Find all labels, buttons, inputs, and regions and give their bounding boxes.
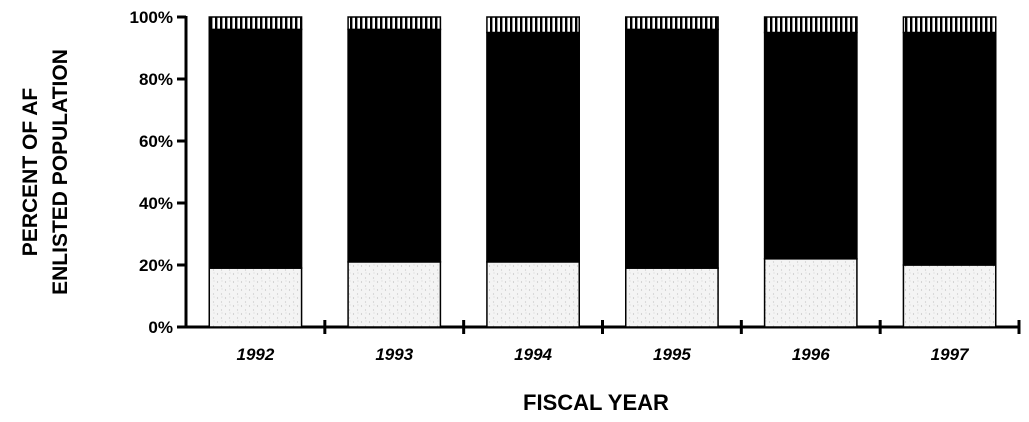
x-tick-label: 1994 — [514, 345, 552, 364]
bar-segment-1994-series-3 — [487, 17, 579, 33]
y-tick-label: 0% — [148, 318, 173, 337]
y-tick-label: 80% — [139, 70, 173, 89]
bar-segment-1997-series-2 — [903, 33, 995, 266]
bar-segment-1993-series-1 — [348, 262, 440, 327]
bar-segment-1997-series-1 — [903, 265, 995, 327]
x-axis-title: FISCAL YEAR — [523, 390, 669, 415]
bar-segment-1995-series-1 — [626, 268, 718, 327]
y-axis-title-line-2: ENLISTED POPULATION — [49, 49, 72, 295]
bar-segment-1995-series-2 — [626, 29, 718, 268]
x-tick-label: 1997 — [931, 345, 970, 364]
bar-segment-1996-series-2 — [765, 33, 857, 259]
x-tick-label: 1992 — [237, 345, 275, 364]
bar-segment-1996-series-1 — [765, 259, 857, 327]
bars-layer — [209, 17, 995, 327]
y-ticks-layer: 0% 20% 40% 60% 80% 100% — [130, 8, 186, 337]
bar-segment-1995-series-3 — [626, 17, 718, 29]
y-tick-label: 60% — [139, 132, 173, 151]
x-tick-label: 1996 — [792, 345, 830, 364]
x-tick-label: 1993 — [375, 345, 413, 364]
bar-segment-1996-series-3 — [765, 17, 857, 33]
bar-segment-1992-series-1 — [209, 268, 301, 327]
bar-segment-1992-series-3 — [209, 17, 301, 29]
bar-segment-1994-series-1 — [487, 262, 579, 327]
y-axis-title-line-1: PERCENT OF AF — [19, 88, 42, 257]
y-tick-label: 40% — [139, 194, 173, 213]
bar-segment-1993-series-2 — [348, 29, 440, 262]
y-tick-label: 20% — [139, 256, 173, 275]
x-tick-label: 1995 — [653, 345, 691, 364]
bar-segment-1994-series-2 — [487, 33, 579, 262]
y-tick-label: 100% — [130, 8, 173, 27]
bar-segment-1993-series-3 — [348, 17, 440, 29]
bar-segment-1992-series-2 — [209, 29, 301, 268]
bar-segment-1997-series-3 — [903, 17, 995, 33]
